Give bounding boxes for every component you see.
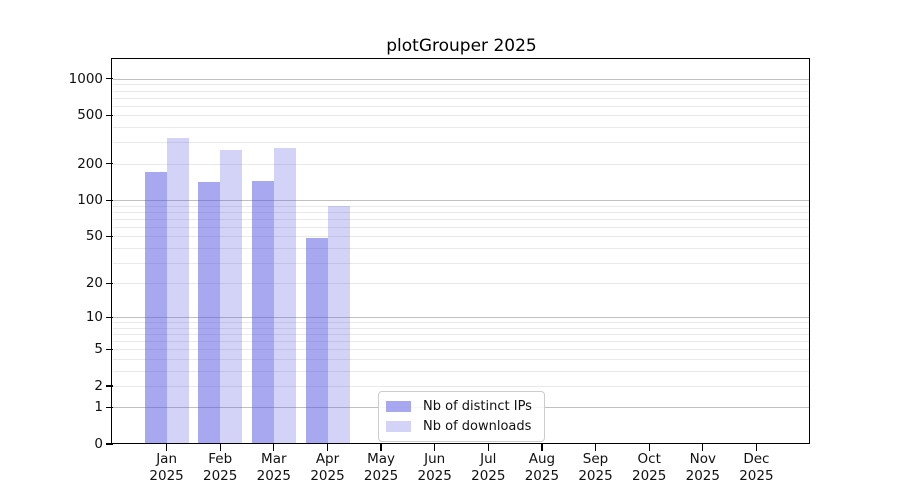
bar-jan-downloads bbox=[166, 138, 189, 444]
y-tick-mark bbox=[106, 316, 113, 318]
y-tick-label: 10 bbox=[85, 309, 103, 326]
bar-feb-downloads bbox=[220, 149, 243, 444]
bar-mar-ips bbox=[251, 180, 274, 444]
y-tick-label: 20 bbox=[85, 275, 103, 292]
x-tick-mark bbox=[273, 444, 275, 451]
y-tick-label: 50 bbox=[85, 228, 103, 245]
gridline-minor bbox=[113, 226, 810, 228]
x-tick-label: Aug 2025 bbox=[524, 451, 560, 484]
x-tick-mark bbox=[166, 444, 168, 451]
gridline-minor bbox=[113, 115, 810, 117]
legend-swatch-distinct-ips bbox=[386, 401, 411, 412]
x-tick-label: Mar 2025 bbox=[256, 451, 291, 484]
y-tick-label: 0 bbox=[94, 436, 103, 452]
legend: Nb of distinct IPs Nb of downloads bbox=[378, 391, 545, 442]
legend-label-distinct-ips: Nb of distinct IPs bbox=[423, 399, 532, 414]
gridline-minor bbox=[113, 322, 810, 324]
gridline-minor bbox=[113, 205, 810, 207]
y-tick-mark bbox=[106, 78, 113, 80]
x-tick-label: Nov 2025 bbox=[685, 451, 720, 484]
x-tick-label: Apr 2025 bbox=[310, 451, 345, 484]
x-tick-mark bbox=[702, 444, 704, 451]
x-tick-mark bbox=[541, 444, 543, 451]
x-tick-label: Dec 2025 bbox=[739, 451, 774, 484]
y-tick-label: 500 bbox=[77, 107, 103, 124]
plot-area bbox=[113, 60, 810, 444]
y-tick-mark bbox=[106, 163, 113, 165]
gridline-minor bbox=[113, 90, 810, 92]
x-tick-label: Oct 2025 bbox=[632, 451, 667, 484]
y-tick-mark bbox=[106, 282, 113, 284]
gridline-minor bbox=[113, 163, 810, 165]
bar-mar-downloads bbox=[273, 147, 296, 444]
y-tick-mark bbox=[106, 385, 113, 387]
gridline-major bbox=[113, 200, 810, 202]
gridline-minor bbox=[113, 142, 810, 144]
gridline-major bbox=[113, 317, 810, 319]
x-tick-mark bbox=[487, 444, 489, 451]
gridline-minor bbox=[113, 127, 810, 129]
y-tick-mark bbox=[106, 406, 113, 409]
y-tick-mark bbox=[106, 235, 113, 237]
x-tick-mark bbox=[326, 444, 329, 451]
bar-apr-ips bbox=[305, 238, 328, 444]
bar-feb-ips bbox=[198, 182, 221, 444]
y-tick-label: 2 bbox=[94, 377, 103, 394]
x-tick-mark bbox=[755, 444, 757, 451]
x-tick-label: May 2025 bbox=[363, 451, 399, 484]
bar-apr-downloads bbox=[327, 205, 350, 444]
gridline-minor bbox=[113, 385, 810, 387]
y-tick-label: 1000 bbox=[68, 70, 103, 87]
gridline-minor bbox=[113, 327, 810, 329]
gridline-minor bbox=[113, 84, 810, 86]
legend-row-distinct-ips: Nb of distinct IPs bbox=[386, 398, 536, 415]
gridline-minor bbox=[113, 211, 810, 213]
x-tick-mark bbox=[594, 444, 597, 451]
y-tick-mark bbox=[106, 348, 113, 350]
x-tick-label: Jan 2025 bbox=[149, 451, 184, 484]
y-tick-mark bbox=[106, 199, 113, 201]
legend-swatch-downloads bbox=[386, 421, 411, 432]
gridline-minor bbox=[113, 105, 810, 107]
legend-label-downloads: Nb of downloads bbox=[423, 419, 532, 434]
gridline-minor bbox=[113, 236, 810, 238]
x-tick-label: Sep 2025 bbox=[578, 451, 613, 484]
y-tick-mark bbox=[106, 114, 113, 117]
y-tick-label: 200 bbox=[77, 155, 103, 172]
gridline-minor bbox=[113, 370, 810, 372]
y-tick-mark bbox=[106, 443, 113, 445]
x-tick-mark bbox=[434, 444, 436, 451]
gridline-minor bbox=[113, 97, 810, 99]
legend-row-downloads: Nb of downloads bbox=[386, 418, 536, 435]
gridline-minor bbox=[113, 334, 810, 336]
x-tick-mark bbox=[380, 444, 382, 451]
gridline-minor bbox=[113, 283, 810, 285]
x-tick-label: Jul 2025 bbox=[471, 451, 506, 484]
x-tick-label: Jun 2025 bbox=[417, 451, 452, 484]
y-tick-label: 1 bbox=[94, 399, 103, 416]
gridline-major bbox=[113, 78, 810, 80]
x-tick-label: Feb 2025 bbox=[203, 451, 238, 484]
gridline-minor bbox=[113, 341, 810, 343]
y-tick-label: 5 bbox=[94, 341, 103, 358]
x-tick-mark bbox=[219, 444, 221, 451]
x-tick-mark bbox=[648, 444, 650, 451]
bar-jan-ips bbox=[144, 172, 167, 444]
gridline-minor bbox=[113, 247, 810, 249]
gridline-minor bbox=[113, 262, 810, 264]
gridline-minor bbox=[113, 358, 810, 360]
y-tick-label: 100 bbox=[77, 192, 103, 209]
chart-title: plotGrouper 2025 bbox=[386, 36, 537, 56]
gridline-minor bbox=[113, 349, 810, 351]
gridline-minor bbox=[113, 218, 810, 220]
